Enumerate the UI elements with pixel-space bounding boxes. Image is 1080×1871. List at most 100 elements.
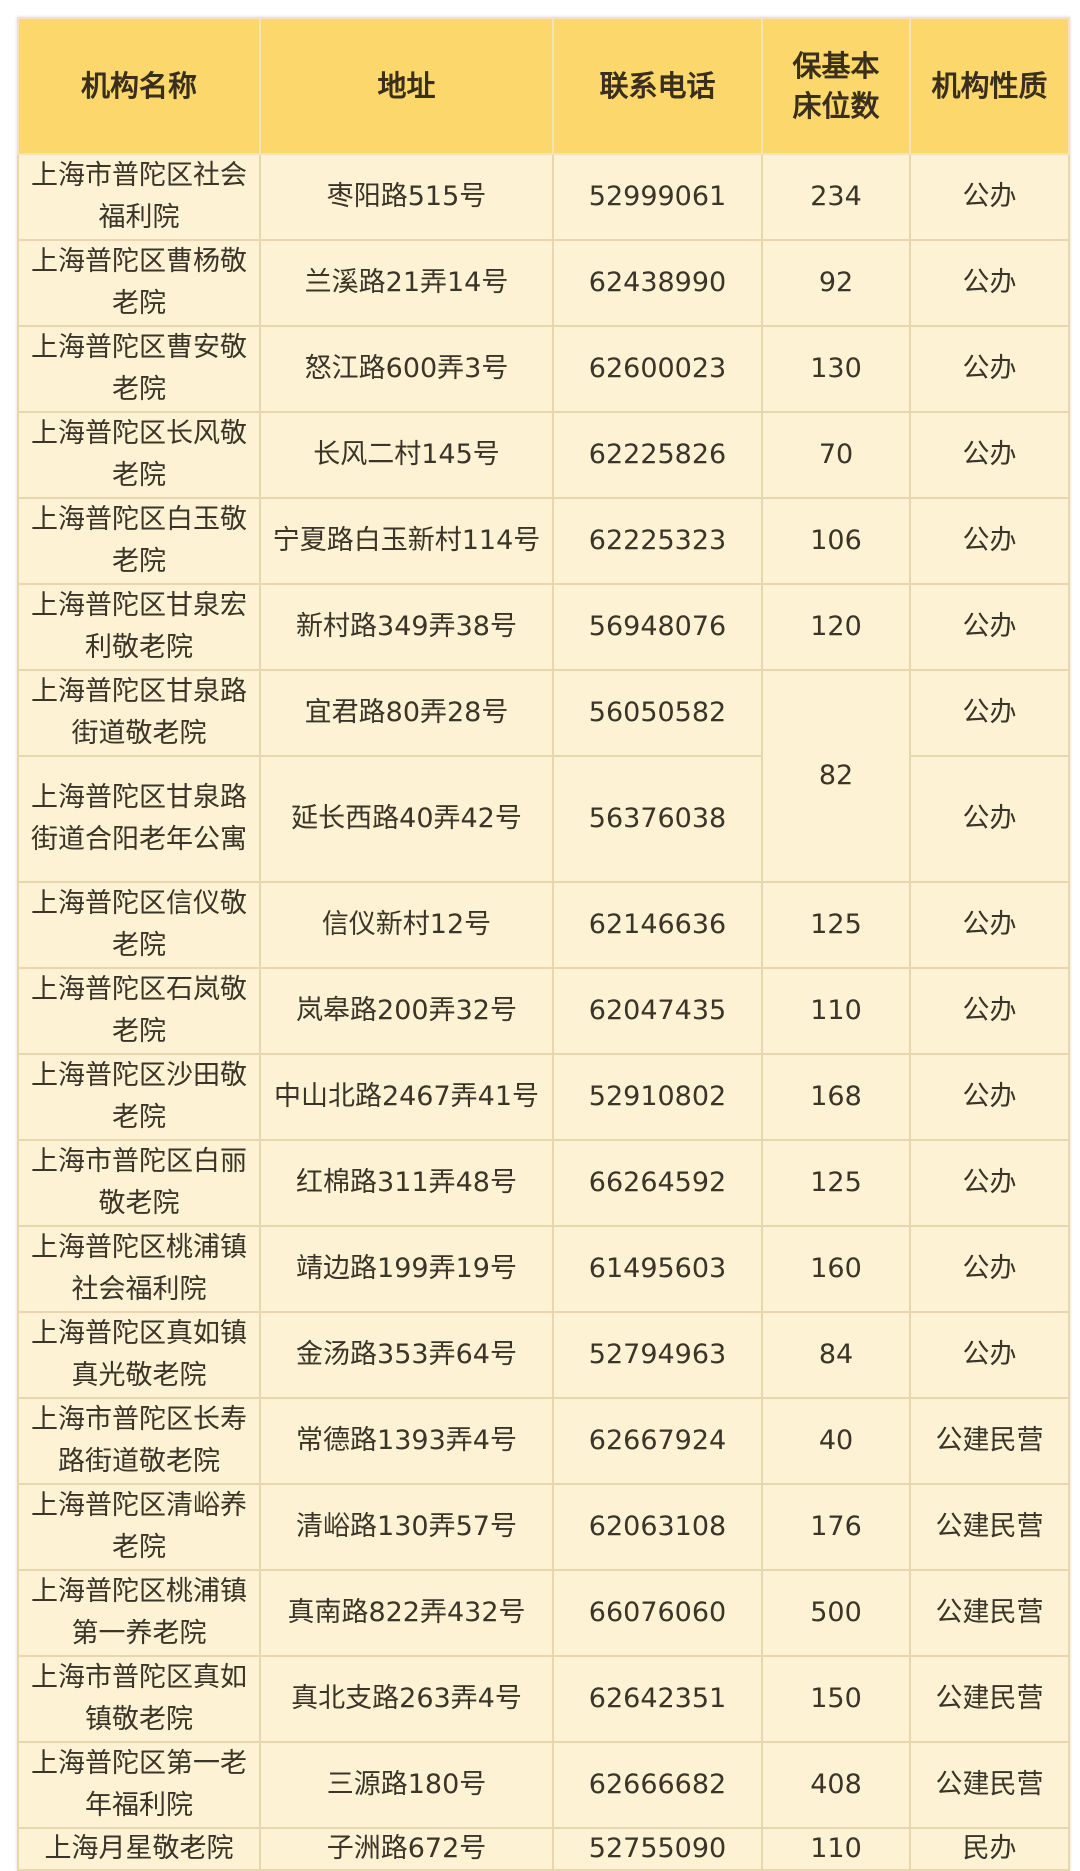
cell-name: 上海普陀区白玉敬老院: [17, 497, 261, 585]
cell-phone: 61495603: [552, 1225, 763, 1313]
cell-address: 常德路1393弄4号: [259, 1397, 554, 1485]
table-row: 上海普陀区石岚敬老院 岚皋路200弄32号 62047435 110 公办: [17, 967, 1070, 1055]
table-row: 上海普陀区沙田敬老院 中山北路2467弄41号 52910802 168 公办: [17, 1053, 1070, 1141]
cell-phone: 66264592: [552, 1139, 763, 1227]
cell-address: 岚皋路200弄32号: [259, 967, 554, 1055]
cell-phone: 56948076: [552, 583, 763, 671]
cell-type: 民办: [909, 1827, 1070, 1871]
cell-address: 子洲路672号: [259, 1827, 554, 1871]
table-row: 上海市普陀区长寿路街道敬老院 常德路1393弄4号 62667924 40 公建民营: [17, 1397, 1070, 1485]
cell-address: 长风二村145号: [259, 411, 554, 499]
cell-address: 清峪路130弄57号: [259, 1483, 554, 1571]
cell-beds: 160: [761, 1225, 911, 1313]
cell-address: 红棉路311弄48号: [259, 1139, 554, 1227]
header-address: 地址: [259, 17, 554, 155]
table-row: 上海普陀区甘泉路街道敬老院 宜君路80弄28号 56050582 82 公办: [17, 669, 1070, 883]
cell-name: 上海普陀区甘泉宏利敬老院: [17, 583, 261, 671]
cell-type: 公办: [909, 153, 1070, 241]
cell-name: 上海普陀区真如镇真光敬老院: [17, 1311, 261, 1399]
header-row: 机构名称 地址 联系电话 保基本床位数 机构性质: [17, 17, 1070, 155]
cell-type: 公建民营: [909, 1741, 1070, 1829]
cell-beds: 500: [761, 1569, 911, 1657]
header-phone: 联系电话: [552, 17, 763, 155]
cell-name: 上海月星敬老院: [17, 1827, 261, 1871]
elder-care-table: 机构名称 地址 联系电话 保基本床位数 机构性质 上海市普陀区社会福利院 枣阳路5…: [17, 17, 1070, 1871]
cell-phone: 62225826: [552, 411, 763, 499]
cell-beds: 82: [761, 669, 911, 883]
cell-address: 宜君路80弄28号: [259, 669, 554, 757]
cell-name: 上海普陀区第一老年福利院: [17, 1741, 261, 1829]
table-row: 上海市普陀区白丽敬老院 红棉路311弄48号 66264592 125 公办: [17, 1139, 1070, 1227]
header-type: 机构性质: [909, 17, 1070, 155]
cell-beds: 120: [761, 583, 911, 671]
cell-name: 上海市普陀区白丽敬老院: [17, 1139, 261, 1227]
header-beds: 保基本床位数: [761, 17, 911, 155]
cell-address: 信仪新村12号: [259, 881, 554, 969]
cell-phone: 62666682: [552, 1741, 763, 1829]
cell-name: 上海市普陀区长寿路街道敬老院: [17, 1397, 261, 1485]
table-row: 上海普陀区真如镇真光敬老院 金汤路353弄64号 52794963 84 公办: [17, 1311, 1070, 1399]
cell-beds: 110: [761, 1827, 911, 1871]
cell-address: 怒江路600弄3号: [259, 325, 554, 413]
cell-address: 真南路822弄432号: [259, 1569, 554, 1657]
cell-type: 公办: [909, 325, 1070, 413]
cell-name: 上海普陀区长风敬老院: [17, 411, 261, 499]
cell-address: 中山北路2467弄41号: [259, 1053, 554, 1141]
table-row: 上海月星敬老院 子洲路672号 52755090 110 民办: [17, 1827, 1070, 1871]
cell-type: 公办: [909, 239, 1070, 327]
cell-address: 三源路180号: [259, 1741, 554, 1829]
cell-phone: 62146636: [552, 881, 763, 969]
cell-phone: 62667924: [552, 1397, 763, 1485]
cell-beds: 110: [761, 967, 911, 1055]
cell-beds: 150: [761, 1655, 911, 1743]
cell-address: 金汤路353弄64号: [259, 1311, 554, 1399]
cell-address: 兰溪路21弄14号: [259, 239, 554, 327]
table-row: 上海普陀区信仪敬老院 信仪新村12号 62146636 125 公办: [17, 881, 1070, 969]
cell-address: 真北支路263弄4号: [259, 1655, 554, 1743]
cell-type: 公办: [909, 669, 1070, 757]
cell-beds: 40: [761, 1397, 911, 1485]
table-row: 上海普陀区桃浦镇第一养老院 真南路822弄432号 66076060 500 公建民营: [17, 1569, 1070, 1657]
cell-type: 公办: [909, 967, 1070, 1055]
cell-beds: 92: [761, 239, 911, 327]
table-row: 上海普陀区甘泉宏利敬老院 新村路349弄38号 56948076 120 公办: [17, 583, 1070, 671]
cell-type: 公办: [909, 411, 1070, 499]
table-row: 上海普陀区白玉敬老院 宁夏路白玉新村114号 62225323 106 公办: [17, 497, 1070, 585]
cell-beds: 130: [761, 325, 911, 413]
cell-address: 新村路349弄38号: [259, 583, 554, 671]
cell-address: 靖边路199弄19号: [259, 1225, 554, 1313]
header-name: 机构名称: [17, 17, 261, 155]
cell-address: 枣阳路515号: [259, 153, 554, 241]
cell-type: 公建民营: [909, 1483, 1070, 1571]
cell-name: 上海普陀区桃浦镇社会福利院: [17, 1225, 261, 1313]
cell-phone: 62225323: [552, 497, 763, 585]
cell-phone: 62600023: [552, 325, 763, 413]
cell-phone: 62063108: [552, 1483, 763, 1571]
cell-type: 公建民营: [909, 1569, 1070, 1657]
cell-phone: 62438990: [552, 239, 763, 327]
cell-type: 公办: [909, 881, 1070, 969]
cell-beds: 234: [761, 153, 911, 241]
cell-type: 公办: [909, 497, 1070, 585]
cell-beds: 70: [761, 411, 911, 499]
cell-name: 上海市普陀区真如镇敬老院: [17, 1655, 261, 1743]
cell-name: 上海普陀区清峪养老院: [17, 1483, 261, 1571]
cell-phone: 52910802: [552, 1053, 763, 1141]
cell-name: 上海普陀区甘泉路街道敬老院: [17, 669, 261, 757]
cell-name: 上海普陀区沙田敬老院: [17, 1053, 261, 1141]
cell-beds: 176: [761, 1483, 911, 1571]
cell-phone: 62642351: [552, 1655, 763, 1743]
table-row: 上海普陀区甘泉路街道合阳老年公寓 延长西路40弄42号 56376038 公办: [17, 755, 1070, 883]
cell-phone: 52794963: [552, 1311, 763, 1399]
cell-type: 公建民营: [909, 1655, 1070, 1743]
table-row: 上海市普陀区社会福利院 枣阳路515号 52999061 234 公办: [17, 153, 1070, 241]
cell-beds: 84: [761, 1311, 911, 1399]
table-row: 上海普陀区第一老年福利院 三源路180号 62666682 408 公建民营: [17, 1741, 1070, 1829]
cell-phone: 66076060: [552, 1569, 763, 1657]
cell-beds: 106: [761, 497, 911, 585]
header-beds-label: 保基本床位数: [792, 49, 880, 123]
cell-beds: 125: [761, 881, 911, 969]
cell-name: 上海普陀区桃浦镇第一养老院: [17, 1569, 261, 1657]
cell-beds: 125: [761, 1139, 911, 1227]
cell-name: 上海普陀区甘泉路街道合阳老年公寓: [17, 755, 261, 883]
